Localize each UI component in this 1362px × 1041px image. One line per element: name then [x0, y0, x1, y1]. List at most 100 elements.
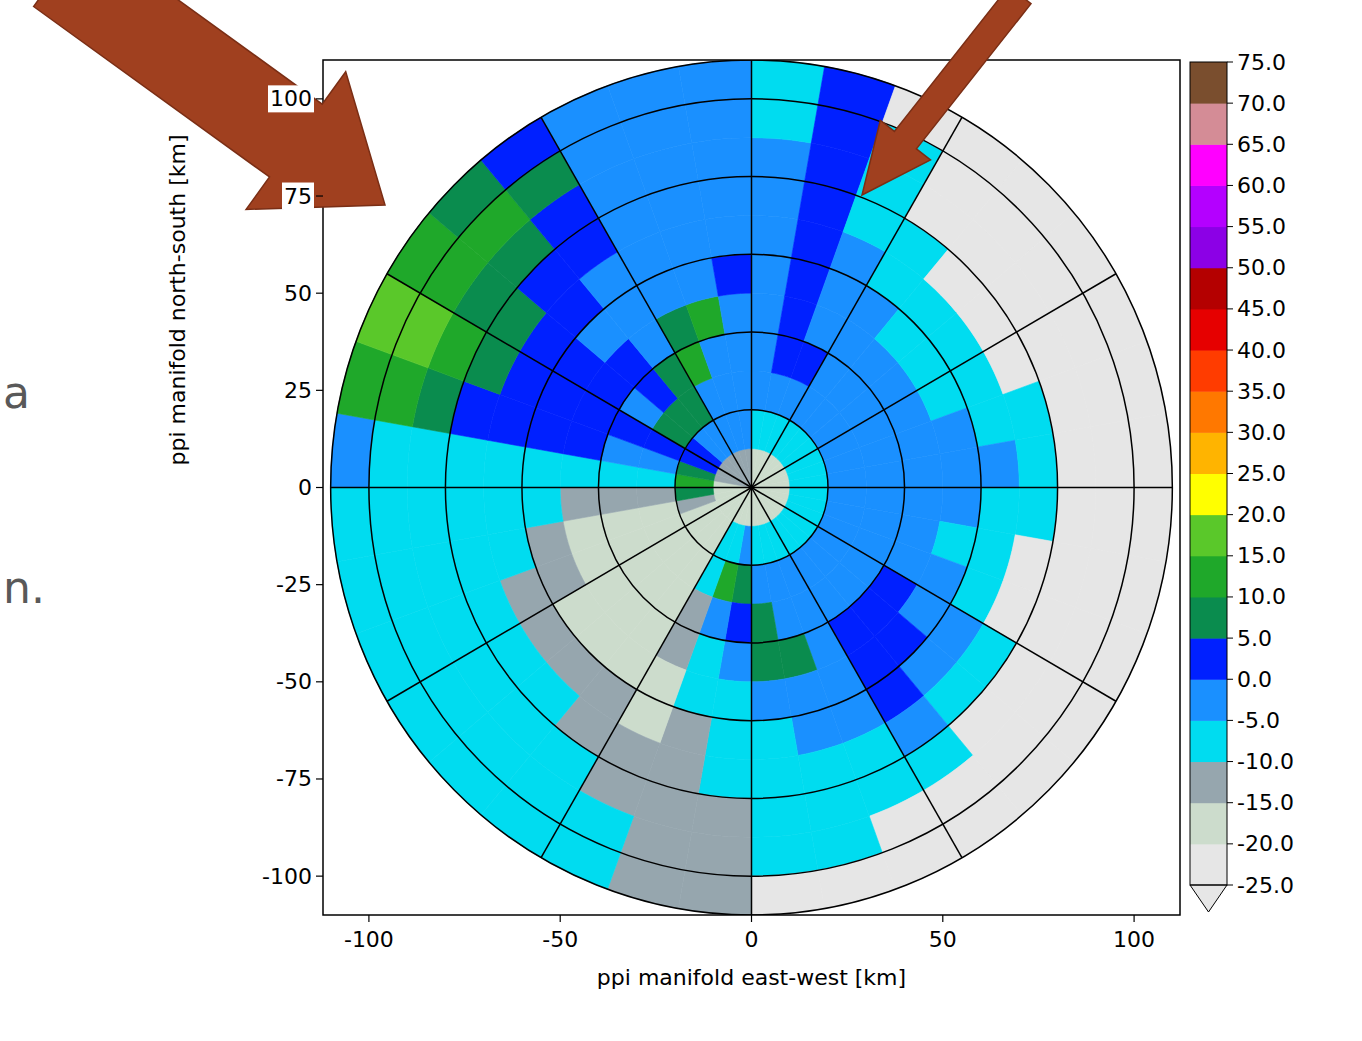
colorbar-bin — [1190, 62, 1227, 104]
x-tick — [751, 915, 752, 922]
colorbar-bin — [1190, 720, 1227, 762]
cell — [752, 794, 812, 838]
y-tick-label: 75 — [284, 184, 312, 209]
label-patch — [260, 863, 314, 890]
cell — [752, 60, 825, 105]
colorbar-bin — [1190, 515, 1227, 557]
colorbar-tick — [1227, 226, 1233, 227]
slide-text: n. — [3, 562, 45, 613]
label-patch — [282, 377, 314, 404]
range-ring — [331, 60, 1173, 915]
colorbar-tick-label: -15.0 — [1237, 790, 1294, 815]
cell — [718, 293, 751, 334]
cell — [827, 467, 866, 487]
cell — [752, 254, 792, 296]
cell — [752, 641, 785, 682]
cell — [752, 755, 805, 798]
colorbar-tick-label: 30.0 — [1237, 420, 1286, 445]
pointer-arrow — [862, 0, 1031, 195]
azimuth-spoke — [752, 117, 962, 487]
cell — [902, 454, 943, 488]
colorbar-tick — [1227, 103, 1233, 104]
y-tick-label: 25 — [284, 378, 312, 403]
colorbar-bin — [1190, 309, 1227, 351]
cell — [698, 177, 751, 220]
cell — [678, 870, 751, 915]
cell — [940, 447, 981, 487]
colorbar-bin — [1190, 474, 1227, 516]
slide-text: a — [3, 367, 30, 418]
colorbar-tick-label: -20.0 — [1237, 831, 1294, 856]
cell — [865, 461, 905, 488]
label-patch — [274, 571, 314, 598]
reflectivity-cells — [331, 60, 1173, 915]
colorbar-tick — [1227, 62, 1233, 63]
cell — [1091, 420, 1134, 487]
cell — [752, 679, 792, 721]
cell — [445, 488, 487, 542]
azimuth-spoke — [751, 488, 753, 916]
cell — [752, 602, 779, 643]
colorbar-tick-label: 40.0 — [1237, 338, 1286, 363]
cell — [978, 488, 1020, 535]
cell — [685, 832, 751, 876]
colorbar-tick — [1227, 885, 1233, 886]
cell — [637, 488, 676, 508]
cell — [484, 440, 526, 487]
cell — [331, 413, 375, 487]
cell — [1128, 413, 1172, 487]
colorbar-bin — [1190, 103, 1227, 145]
azimuth-spoke — [387, 274, 751, 488]
colorbar-bin — [1190, 597, 1227, 639]
x-tick — [1133, 915, 1134, 922]
colorbar-tick — [1227, 802, 1233, 803]
colorbar-bin — [1190, 762, 1227, 804]
cell — [752, 564, 772, 604]
colorbar-tick-label: -10.0 — [1237, 749, 1294, 774]
cell — [752, 177, 805, 220]
colorbar-tick-label: 55.0 — [1237, 214, 1286, 239]
x-tick-label: -50 — [542, 927, 578, 952]
colorbar-tick — [1227, 432, 1233, 433]
colorbar-tick-label: 20.0 — [1237, 502, 1286, 527]
x-tick-label: 0 — [745, 927, 759, 952]
colorbar-tick-label: 60.0 — [1237, 173, 1286, 198]
colorbar-bin — [1190, 350, 1227, 392]
azimuth-spoke — [752, 488, 1116, 702]
colorbar-bin — [1190, 268, 1227, 310]
x-axis-label: ppi manifold east-west [km] — [597, 965, 906, 990]
azimuth-spoke — [331, 487, 752, 489]
colorbar-tick — [1227, 761, 1233, 762]
colorbar-tick — [1227, 473, 1233, 474]
cell — [1083, 274, 1147, 355]
y-tick-label: -75 — [276, 766, 312, 791]
colorbar-tick — [1227, 555, 1233, 556]
plot-frame — [323, 60, 1180, 915]
x-tick-label: 100 — [1113, 927, 1155, 952]
cell — [712, 254, 752, 296]
cell — [725, 332, 752, 373]
y-tick-label: -50 — [276, 669, 312, 694]
colorbar-tick — [1227, 638, 1233, 639]
y-tick — [316, 876, 323, 877]
colorbar-bin — [1190, 844, 1227, 886]
colorbar-tick-label: -5.0 — [1237, 708, 1280, 733]
cell — [705, 717, 752, 759]
polar-grid — [331, 60, 1173, 915]
colorbar-tick-label: -25.0 — [1237, 873, 1294, 898]
colorbar-tick-label: 70.0 — [1237, 91, 1286, 116]
y-tick — [316, 293, 323, 294]
colorbar-bin — [1190, 185, 1227, 227]
cell — [882, 824, 962, 889]
colorbar-tick-label: 50.0 — [1237, 255, 1286, 280]
cell — [1015, 488, 1057, 542]
colorbar-tick — [1227, 679, 1233, 680]
colorbar-tick-label: 45.0 — [1237, 296, 1286, 321]
cell — [484, 488, 526, 535]
colorbar-bin — [1190, 679, 1227, 721]
cell — [1091, 488, 1134, 555]
cell — [560, 488, 601, 522]
cell — [522, 447, 563, 487]
colorbar-tick — [1227, 350, 1233, 351]
y-tick — [316, 778, 323, 779]
